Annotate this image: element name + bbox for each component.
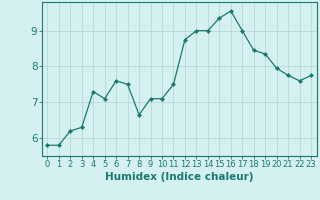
X-axis label: Humidex (Indice chaleur): Humidex (Indice chaleur) [105,172,253,182]
